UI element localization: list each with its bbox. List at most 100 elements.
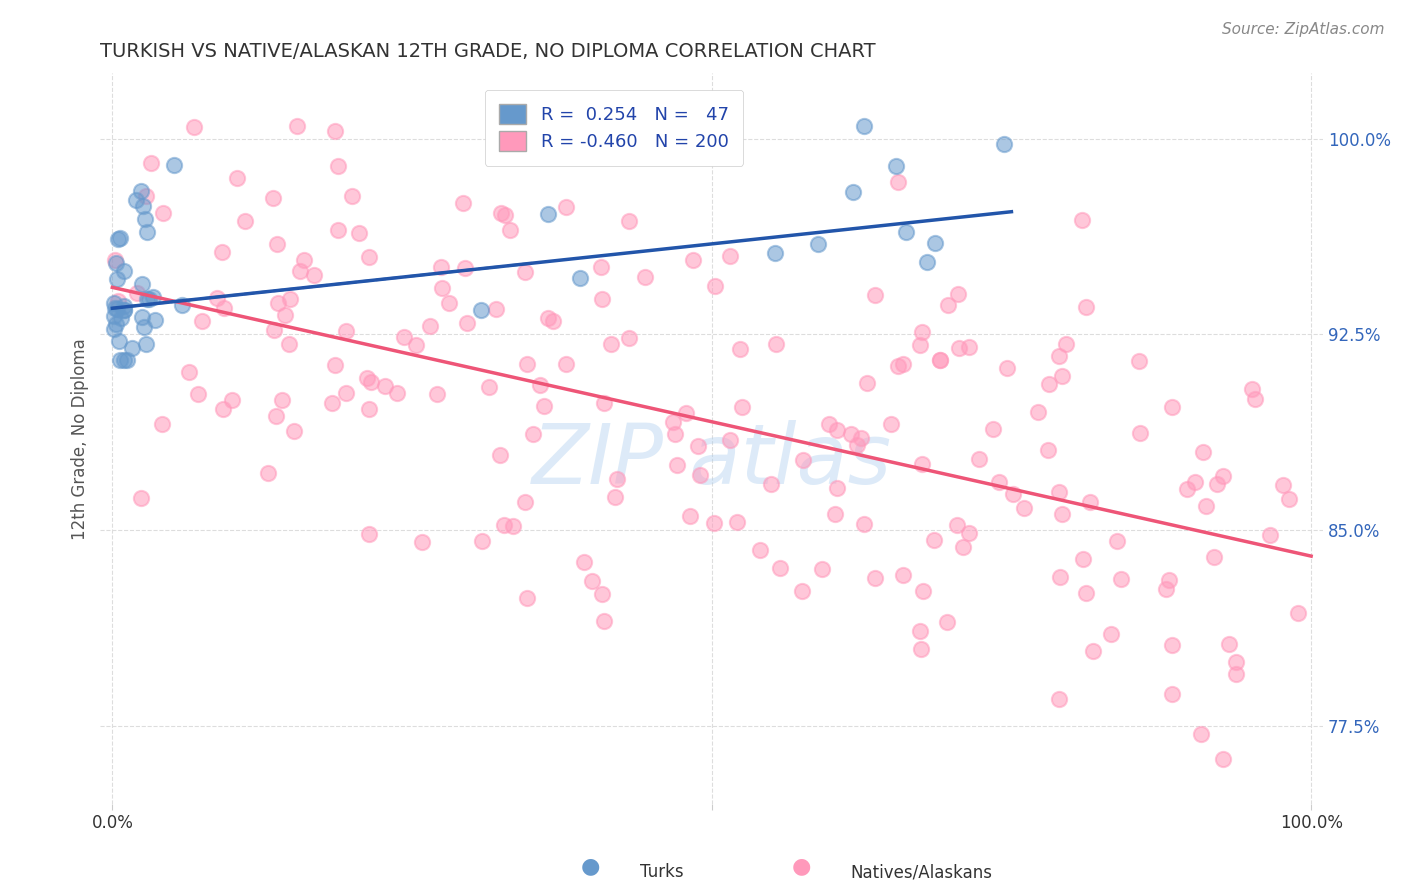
Point bbox=[335, 324, 357, 338]
Point bbox=[1047, 484, 1070, 499]
Point bbox=[1241, 382, 1264, 396]
Point bbox=[617, 331, 640, 345]
Point bbox=[117, 353, 139, 368]
Point bbox=[731, 401, 754, 415]
Point bbox=[134, 211, 156, 226]
Point bbox=[1278, 492, 1301, 507]
Point bbox=[112, 303, 135, 318]
Point bbox=[190, 313, 212, 327]
Point bbox=[748, 542, 770, 557]
Point bbox=[908, 624, 931, 638]
Point bbox=[112, 299, 135, 313]
Point bbox=[917, 255, 939, 269]
Point bbox=[863, 288, 886, 302]
Point bbox=[103, 309, 125, 323]
Point bbox=[107, 294, 129, 309]
Point bbox=[135, 189, 157, 203]
Text: Turks: Turks bbox=[640, 863, 683, 881]
Point bbox=[477, 379, 499, 393]
Point bbox=[1160, 638, 1182, 652]
Point bbox=[529, 378, 551, 392]
Point bbox=[108, 231, 131, 245]
Point bbox=[634, 269, 657, 284]
Point bbox=[136, 225, 159, 239]
Point bbox=[131, 277, 153, 291]
Point bbox=[285, 119, 308, 133]
Point bbox=[842, 185, 865, 199]
Point bbox=[141, 156, 163, 170]
Point bbox=[1070, 212, 1092, 227]
Point bbox=[981, 422, 1004, 436]
Point bbox=[664, 426, 686, 441]
Point bbox=[703, 516, 725, 530]
Point bbox=[957, 340, 980, 354]
Point bbox=[1244, 392, 1267, 406]
Point bbox=[502, 518, 524, 533]
Point bbox=[129, 184, 152, 198]
Point bbox=[825, 423, 848, 437]
Y-axis label: 12th Grade, No Diploma: 12th Grade, No Diploma bbox=[72, 338, 89, 540]
Point bbox=[491, 206, 513, 220]
Point bbox=[359, 250, 381, 264]
Point bbox=[589, 260, 612, 275]
Point bbox=[825, 481, 848, 495]
Point bbox=[274, 309, 297, 323]
Point bbox=[792, 452, 814, 467]
Point bbox=[1212, 468, 1234, 483]
Point bbox=[485, 302, 508, 317]
Text: ZIP atlas: ZIP atlas bbox=[531, 420, 891, 501]
Point bbox=[328, 223, 350, 237]
Point bbox=[163, 158, 186, 172]
Point bbox=[105, 302, 128, 317]
Point bbox=[226, 171, 249, 186]
Point bbox=[211, 244, 233, 259]
Point bbox=[150, 417, 173, 432]
Point bbox=[720, 248, 742, 262]
Point bbox=[179, 365, 201, 379]
Point bbox=[278, 292, 301, 306]
Point bbox=[807, 237, 830, 252]
Point bbox=[1202, 550, 1225, 565]
Point bbox=[1192, 444, 1215, 458]
Point bbox=[911, 458, 934, 472]
Point bbox=[1205, 476, 1227, 491]
Point bbox=[765, 337, 787, 351]
Point bbox=[891, 567, 914, 582]
Point bbox=[183, 120, 205, 135]
Point bbox=[988, 475, 1011, 489]
Point bbox=[374, 378, 396, 392]
Point bbox=[1078, 495, 1101, 509]
Point bbox=[924, 236, 946, 251]
Point bbox=[359, 527, 381, 541]
Point bbox=[138, 292, 160, 306]
Point bbox=[922, 533, 945, 547]
Point bbox=[112, 303, 135, 318]
Point bbox=[515, 495, 537, 509]
Point bbox=[136, 292, 159, 306]
Point bbox=[494, 517, 516, 532]
Point bbox=[277, 336, 299, 351]
Point bbox=[818, 417, 841, 431]
Point bbox=[849, 431, 872, 445]
Point bbox=[131, 310, 153, 324]
Point bbox=[603, 490, 626, 504]
Point bbox=[811, 562, 834, 576]
Point bbox=[1038, 377, 1060, 392]
Point bbox=[141, 290, 163, 304]
Point bbox=[121, 342, 143, 356]
Point bbox=[728, 343, 751, 357]
Point bbox=[1258, 528, 1281, 542]
Point bbox=[533, 399, 555, 413]
Point bbox=[718, 433, 741, 447]
Point bbox=[1111, 572, 1133, 586]
Point bbox=[340, 188, 363, 202]
Point bbox=[624, 119, 647, 133]
Point bbox=[952, 540, 974, 554]
Point bbox=[541, 314, 564, 328]
Point bbox=[969, 451, 991, 466]
Point bbox=[1054, 336, 1077, 351]
Point bbox=[1160, 401, 1182, 415]
Point bbox=[129, 491, 152, 506]
Point bbox=[1288, 606, 1310, 620]
Point bbox=[471, 533, 494, 548]
